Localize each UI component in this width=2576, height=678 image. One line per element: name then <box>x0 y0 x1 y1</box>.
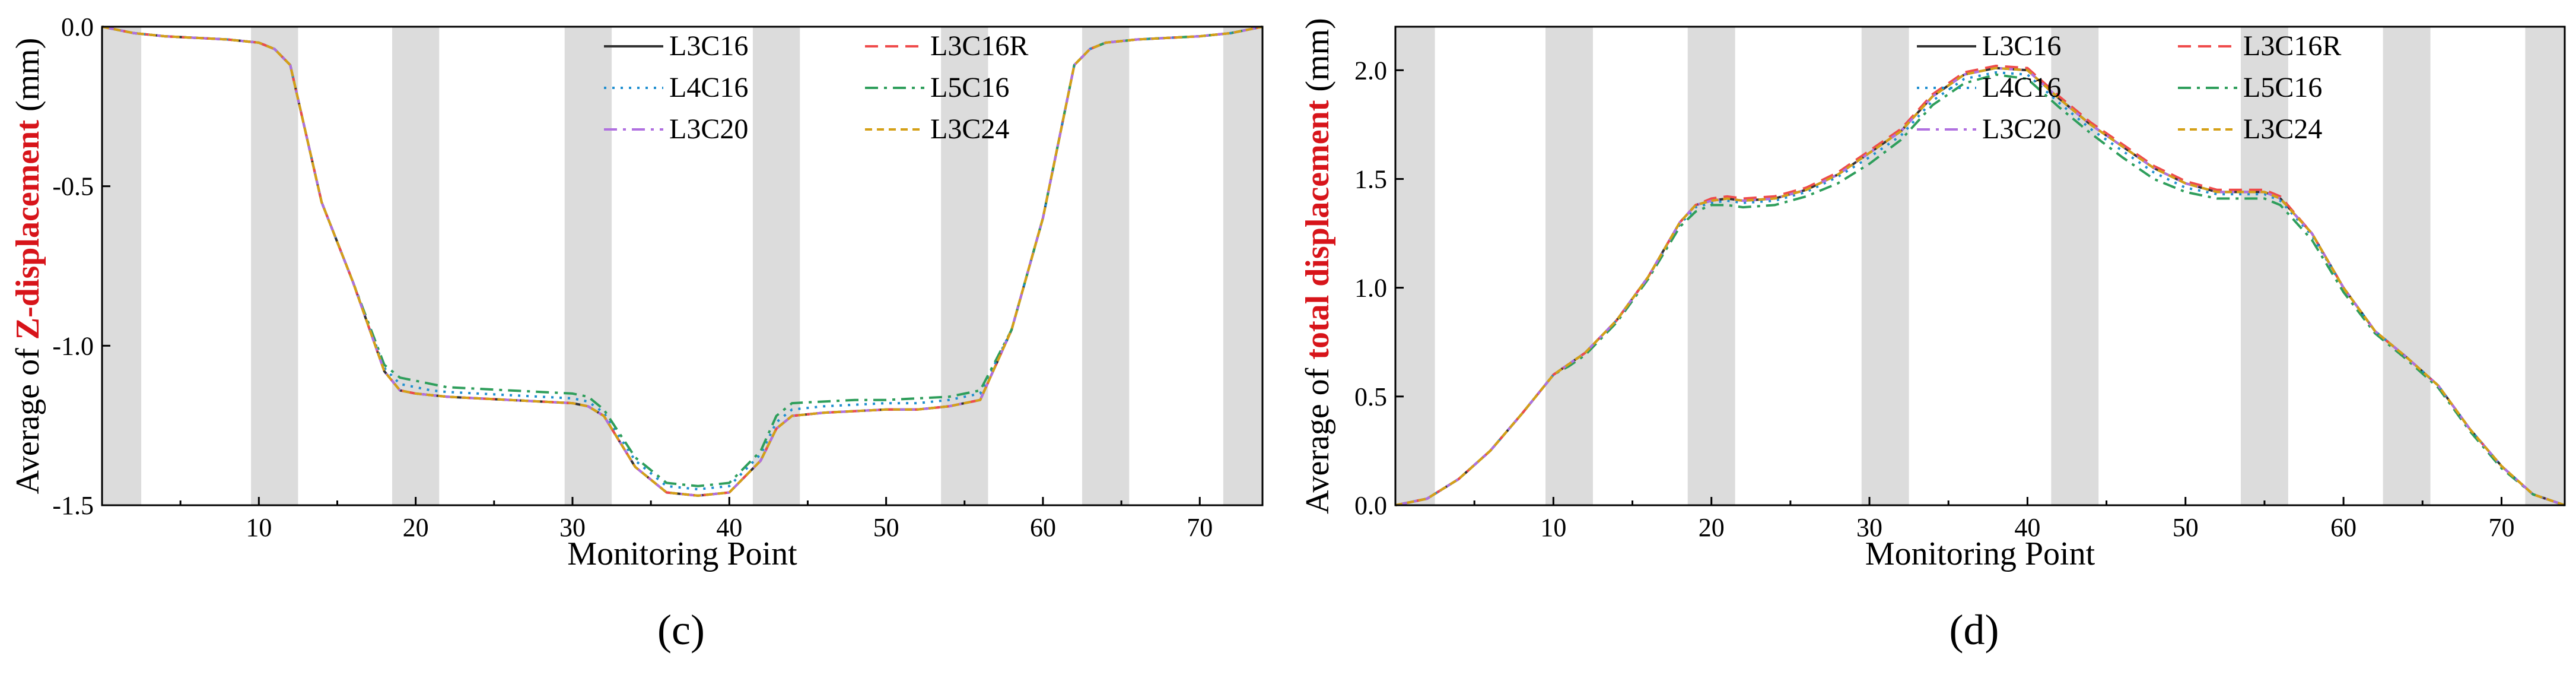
y-axis-label-highlight: total displacement <box>1299 100 1336 359</box>
legend-label: L3C16 <box>1982 30 2061 62</box>
series-line-l3c24 <box>101 26 1263 497</box>
y-tick-label: 1.5 <box>1354 164 1387 194</box>
series-lines <box>101 26 1263 497</box>
shaded-band <box>2240 27 2288 505</box>
x-tick-label: 70 <box>1187 513 1213 542</box>
y-axis-label: Average of total displacement (mm) <box>1299 18 1336 514</box>
y-tick-label: -0.5 <box>52 172 94 201</box>
legend-label: L3C16R <box>930 30 1028 62</box>
legend: L3C16 L3C16R L4C16 L5C16 L3C20 L3C24 <box>604 30 1028 145</box>
shaded-band <box>752 27 800 505</box>
panel-label: (d) <box>1950 606 1999 654</box>
legend: L3C16 L3C16R L4C16 L5C16 L3C20 L3C24 <box>1917 30 2341 145</box>
x-axis-label: Monitoring Point <box>1865 536 2095 572</box>
y-tick-label: 0.5 <box>1354 382 1387 411</box>
x-tick-label: 50 <box>2173 513 2199 542</box>
legend-label: L4C16 <box>1982 72 2061 103</box>
shaded-band <box>1223 27 1262 505</box>
x-tick-label: 20 <box>1699 513 1725 542</box>
shaded-band <box>2525 27 2565 505</box>
legend-label: L3C24 <box>2243 113 2322 145</box>
y-tick-label: 1.0 <box>1354 274 1387 303</box>
legend-label: L3C20 <box>669 113 748 145</box>
plot-frame <box>101 26 1264 506</box>
x-tick-label: 40 <box>716 513 742 542</box>
chart-d: 10 20 30 40 50 60 70 0.0 0.5 1.0 1.5 2.0 Monitorin… <box>1299 18 2566 654</box>
panel-label: (c) <box>657 606 705 654</box>
y-tick-label: 2.0 <box>1354 56 1387 85</box>
x-ticks: 10 20 30 40 50 60 70 <box>179 497 1213 542</box>
chart-panel-d: 10 20 30 40 50 60 70 0.0 0.5 1.0 1.5 2.0 Monitorin… <box>1288 0 2576 675</box>
y-axis-label: Average of Z-displacement (mm) <box>9 38 46 495</box>
shaded-band <box>941 27 988 505</box>
chart-panel-c: 10 20 30 40 50 60 70 0.0 -0.5 -1.0 -1.5 Monitorin… <box>0 0 1288 675</box>
y-axis-label-highlight: Z-displacement <box>9 120 46 340</box>
y-tick-label: 0.0 <box>61 12 94 42</box>
legend-label: L3C16 <box>669 30 748 62</box>
y-axis-label-unit: (mm) <box>1299 18 1336 100</box>
shaded-band <box>1082 27 1130 505</box>
shaded-bands <box>1395 27 2565 505</box>
y-axis-label-unit: (mm) <box>9 38 46 120</box>
legend-label: L3C16R <box>2243 30 2341 62</box>
shaded-band <box>251 27 298 505</box>
plot-frame <box>1394 26 2566 506</box>
x-tick-label: 50 <box>873 513 899 542</box>
x-tick-label: 30 <box>559 513 586 542</box>
y-ticks: 0.0 0.5 1.0 1.5 2.0 <box>1354 56 1404 520</box>
series-lines <box>1395 64 2565 506</box>
y-ticks: 0.0 -0.5 -1.0 -1.5 <box>52 12 110 520</box>
shaded-band <box>392 27 440 505</box>
x-ticks: 10 20 30 40 50 60 70 <box>1473 497 2514 542</box>
legend-label: L5C16 <box>930 72 1009 103</box>
chart-c: 10 20 30 40 50 60 70 0.0 -0.5 -1.0 -1.5 Monitorin… <box>9 12 1264 654</box>
x-tick-label: 40 <box>2014 513 2040 542</box>
y-tick-label: 0.0 <box>1354 491 1387 520</box>
x-axis-label: Monitoring Point <box>567 536 797 572</box>
x-tick-label: 10 <box>1540 513 1566 542</box>
series-line-l5c16 <box>1395 73 2565 506</box>
shaded-band <box>1395 27 1435 505</box>
y-tick-label: -1.0 <box>52 331 94 360</box>
shaded-band <box>1545 27 1593 505</box>
shaded-band <box>1687 27 1735 505</box>
x-tick-label: 30 <box>1856 513 1882 542</box>
series-line-l3c20 <box>101 26 1263 497</box>
x-tick-label: 60 <box>2330 513 2356 542</box>
shaded-band <box>2383 27 2431 505</box>
series-line-l3c24 <box>1395 66 2565 506</box>
x-tick-label: 10 <box>246 513 272 542</box>
legend-label: L3C24 <box>930 113 1009 145</box>
shaded-band <box>1861 27 1909 505</box>
y-axis-label-prefix: Average of <box>9 340 46 494</box>
legend-label: L4C16 <box>669 72 748 103</box>
y-axis-label-prefix: Average of <box>1299 360 1336 514</box>
legend-label: L5C16 <box>2243 72 2322 103</box>
x-tick-label: 60 <box>1030 513 1056 542</box>
shaded-bands <box>102 27 1262 505</box>
x-tick-label: 70 <box>2488 513 2514 542</box>
shaded-band <box>102 27 142 505</box>
y-tick-label: -1.5 <box>52 491 94 520</box>
x-tick-label: 20 <box>403 513 429 542</box>
shaded-band <box>564 27 612 505</box>
legend-label: L3C20 <box>1982 113 2061 145</box>
